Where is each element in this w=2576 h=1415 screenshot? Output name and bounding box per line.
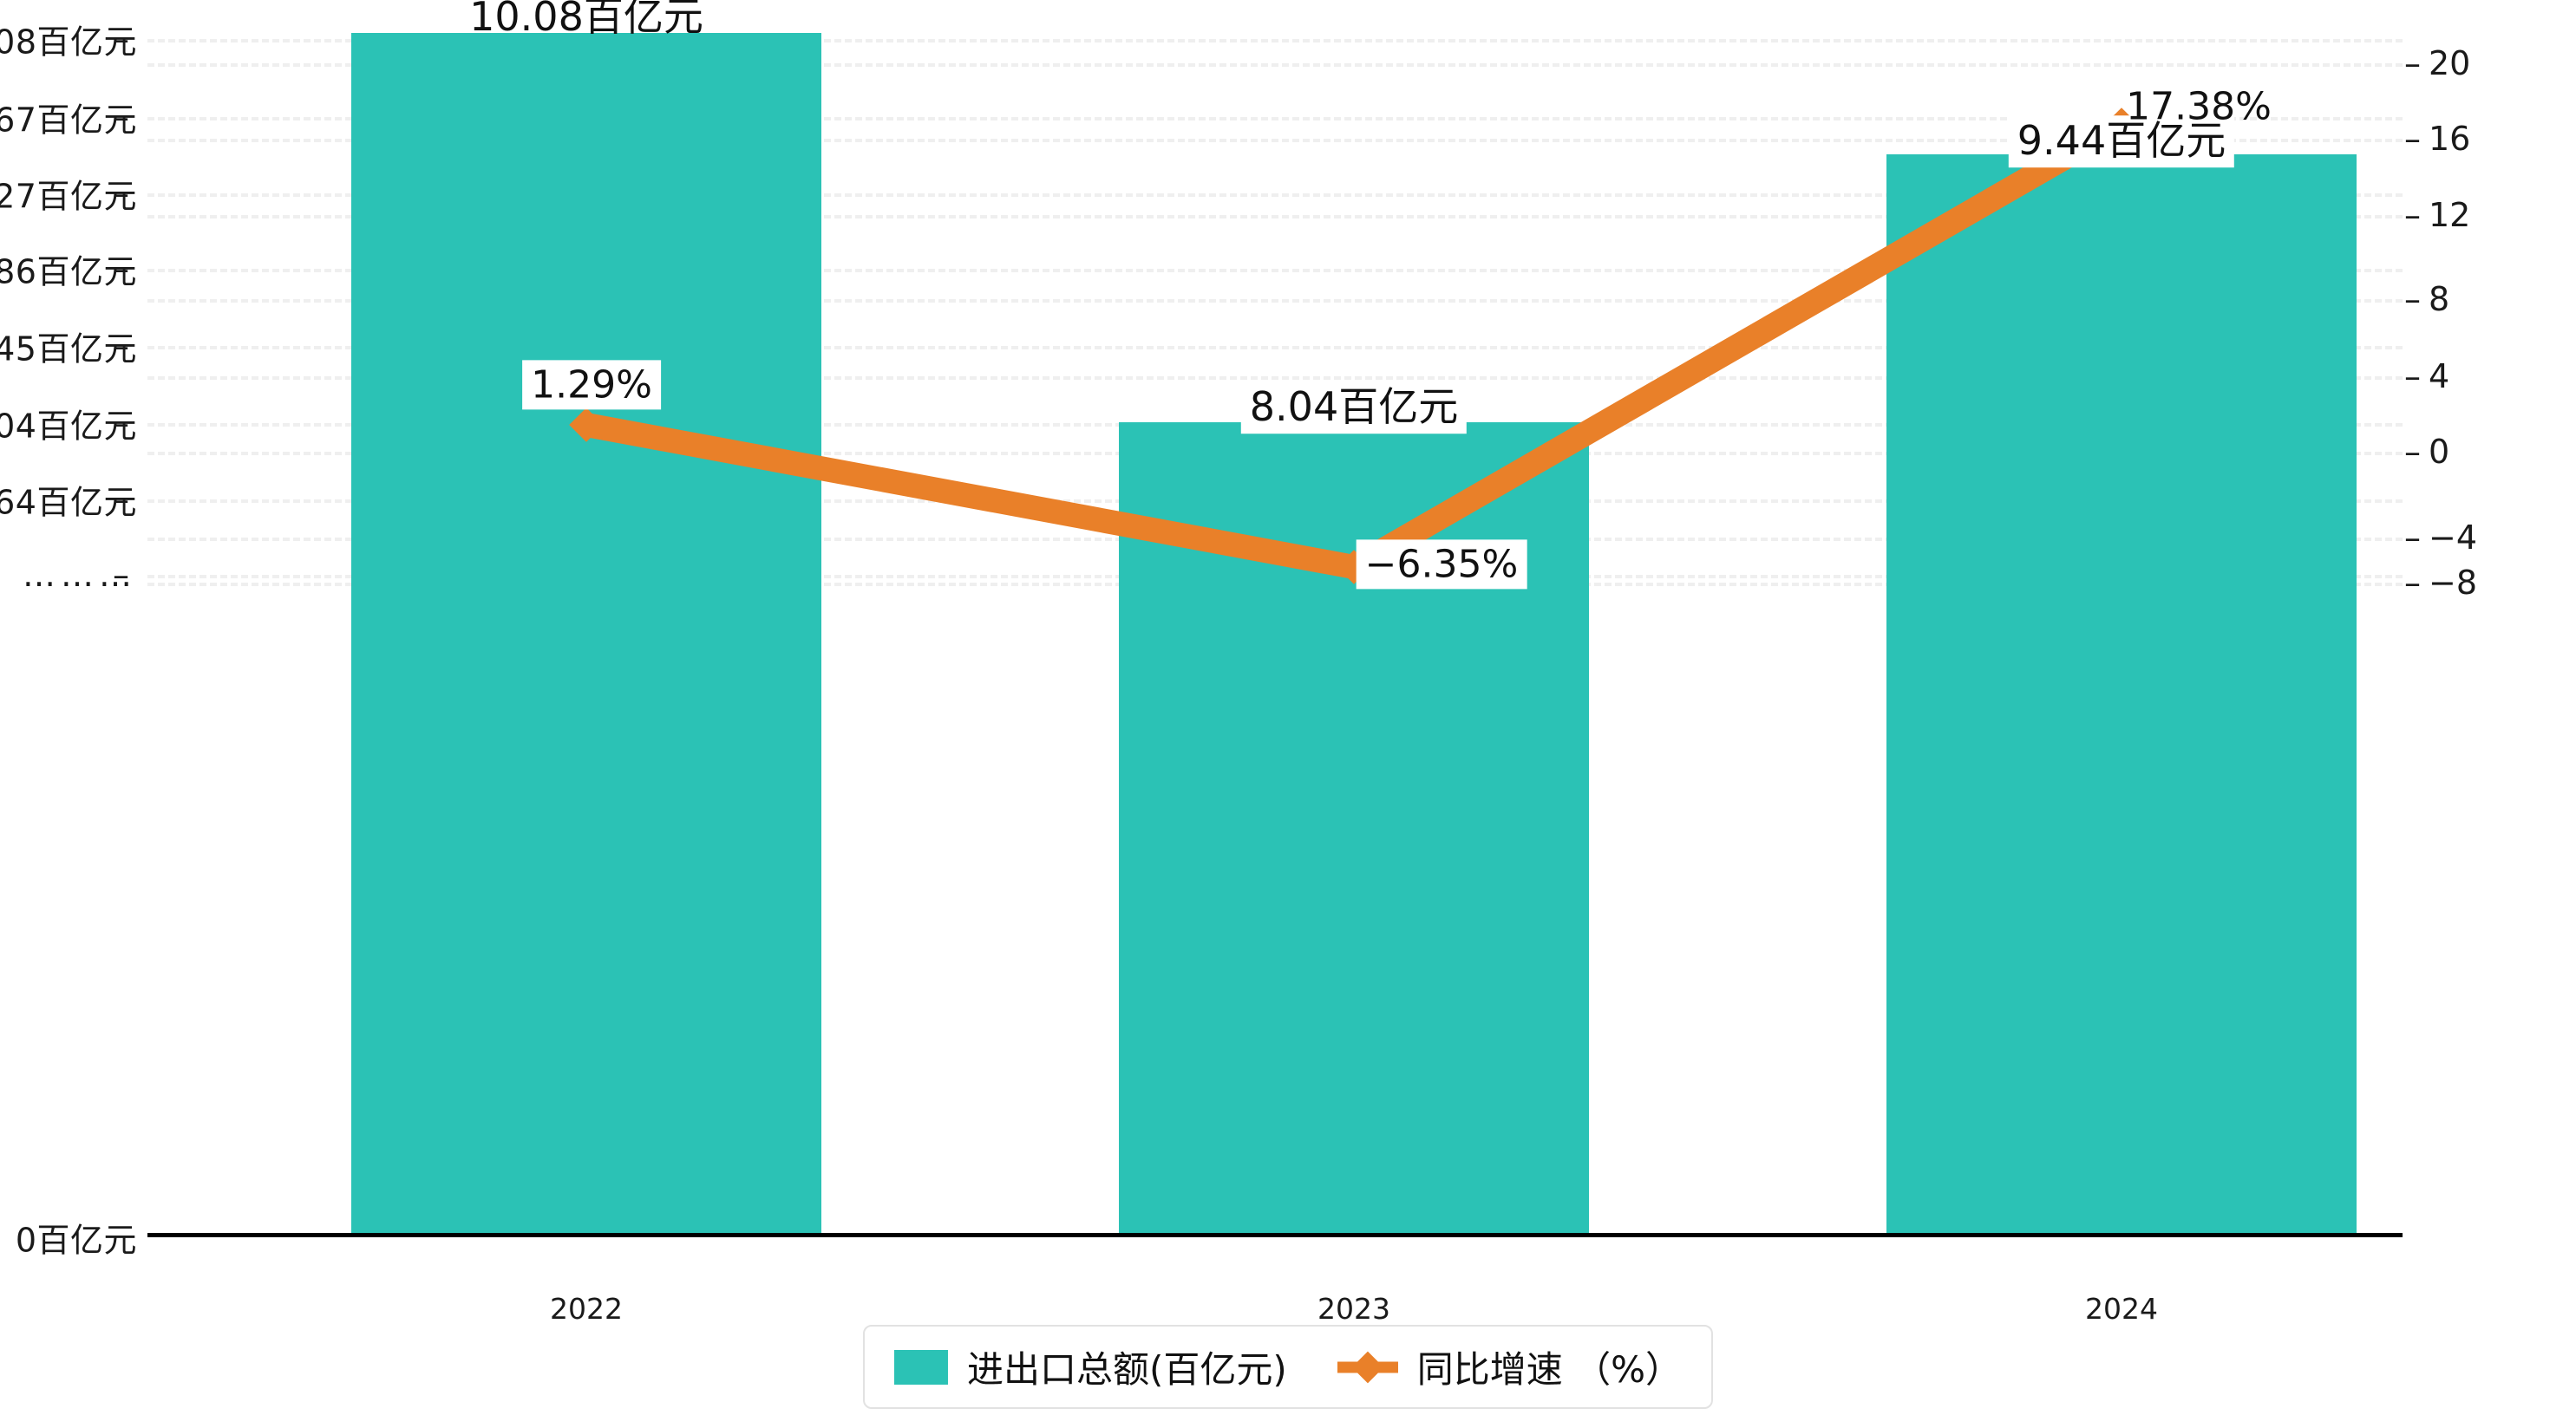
ylabel-right-12: 12 — [2429, 196, 2471, 234]
ylabel-right-20: 20 — [2429, 44, 2471, 82]
ylabel-right-8: 8 — [2429, 280, 2450, 318]
ylabel-left-9-27: 9.27百亿元 — [0, 177, 137, 216]
ytick-dash-right-5: – — [2404, 433, 2421, 471]
legend-item-growth-rate[interactable]: 同比增速 （%） — [1337, 1340, 1682, 1393]
xtick-2024: 2024 — [2085, 1292, 2158, 1326]
xtick-2023: 2023 — [1317, 1292, 1390, 1326]
ytick-dash-left-4: – — [113, 327, 129, 365]
legend-item-import-export-total[interactable]: 进出口总额(百亿元) — [893, 1340, 1287, 1393]
plot-area: – – – – – – – – 10.08百亿元 8.04百亿元 9.44百亿元… — [113, 0, 2403, 1326]
line-label-2024: 17.38% — [2126, 84, 2272, 129]
ytick-dash-left-7: – — [113, 556, 129, 594]
ylabel-left-9-67: 9.67百亿元 — [0, 101, 137, 140]
ylabel-left-0: 0百亿元 — [15, 1221, 137, 1260]
gridline-20 — [147, 63, 2403, 67]
ytick-dash-left-6: – — [113, 480, 129, 518]
ylabel-left-10-08: 10.08百亿元 — [0, 23, 137, 62]
ylabel-right-16: 16 — [2429, 120, 2471, 158]
ytick-dash-left-5: – — [113, 404, 129, 442]
ytick-dash-left-2: – — [113, 174, 129, 212]
ylabel-right-neg8: −8 — [2429, 564, 2478, 602]
line-label-2022: 1.29% — [522, 360, 661, 410]
gridline-left-10-08 — [147, 39, 2403, 42]
ylabel-left-8-86: 8.86百亿元 — [0, 252, 137, 291]
bar-label-2023: 8.04百亿元 — [1240, 381, 1468, 434]
ytick-dash-left-3: – — [113, 250, 129, 288]
ytick-dash-right-0: – — [2404, 44, 2421, 82]
ytick-dash-right-2: – — [2404, 196, 2421, 234]
line-label-2023: −6.35% — [1356, 539, 1527, 590]
bar-2024[interactable] — [1886, 154, 2357, 1237]
bar-2022[interactable] — [351, 33, 821, 1237]
ylabel-left-axis-break: ……… — [23, 556, 137, 594]
ylabel-right-0: 0 — [2429, 433, 2450, 471]
ytick-dash-left-0: – — [113, 20, 129, 58]
legend-label-import-export-total: 进出口总额(百亿元) — [966, 1348, 1287, 1391]
ytick-dash-right-6: – — [2404, 518, 2421, 557]
ylabel-right-neg4: −4 — [2429, 518, 2478, 557]
legend-label-growth-rate: 同比增速 （%） — [1416, 1348, 1683, 1391]
ylabel-left-8-04: 8.04百亿元 — [0, 407, 137, 446]
ylabel-left-8-45: 8.45百亿元 — [0, 329, 137, 368]
chart-legend: 进出口总额(百亿元) 同比增速 （%） — [862, 1325, 1714, 1409]
bar-label-2024: 9.44百亿元 — [2008, 115, 2235, 167]
ytick-dash-right-3: – — [2404, 280, 2421, 318]
xtick-2022: 2022 — [550, 1292, 623, 1326]
ytick-dash-right-4: – — [2404, 357, 2421, 395]
ylabel-left-7-64: 7.64百亿元 — [0, 483, 137, 522]
line-diamond-swatch-icon — [1337, 1350, 1398, 1385]
bar-label-2022: 10.08百亿元 — [469, 0, 703, 41]
ytick-dash-left-1: – — [113, 98, 129, 136]
ylabel-right-4: 4 — [2429, 357, 2450, 395]
ytick-dash-right-1: – — [2404, 120, 2421, 158]
bar-swatch-icon — [893, 1349, 948, 1385]
ytick-dash-right-7: – — [2404, 564, 2421, 602]
x-axis-line — [147, 1233, 2403, 1237]
